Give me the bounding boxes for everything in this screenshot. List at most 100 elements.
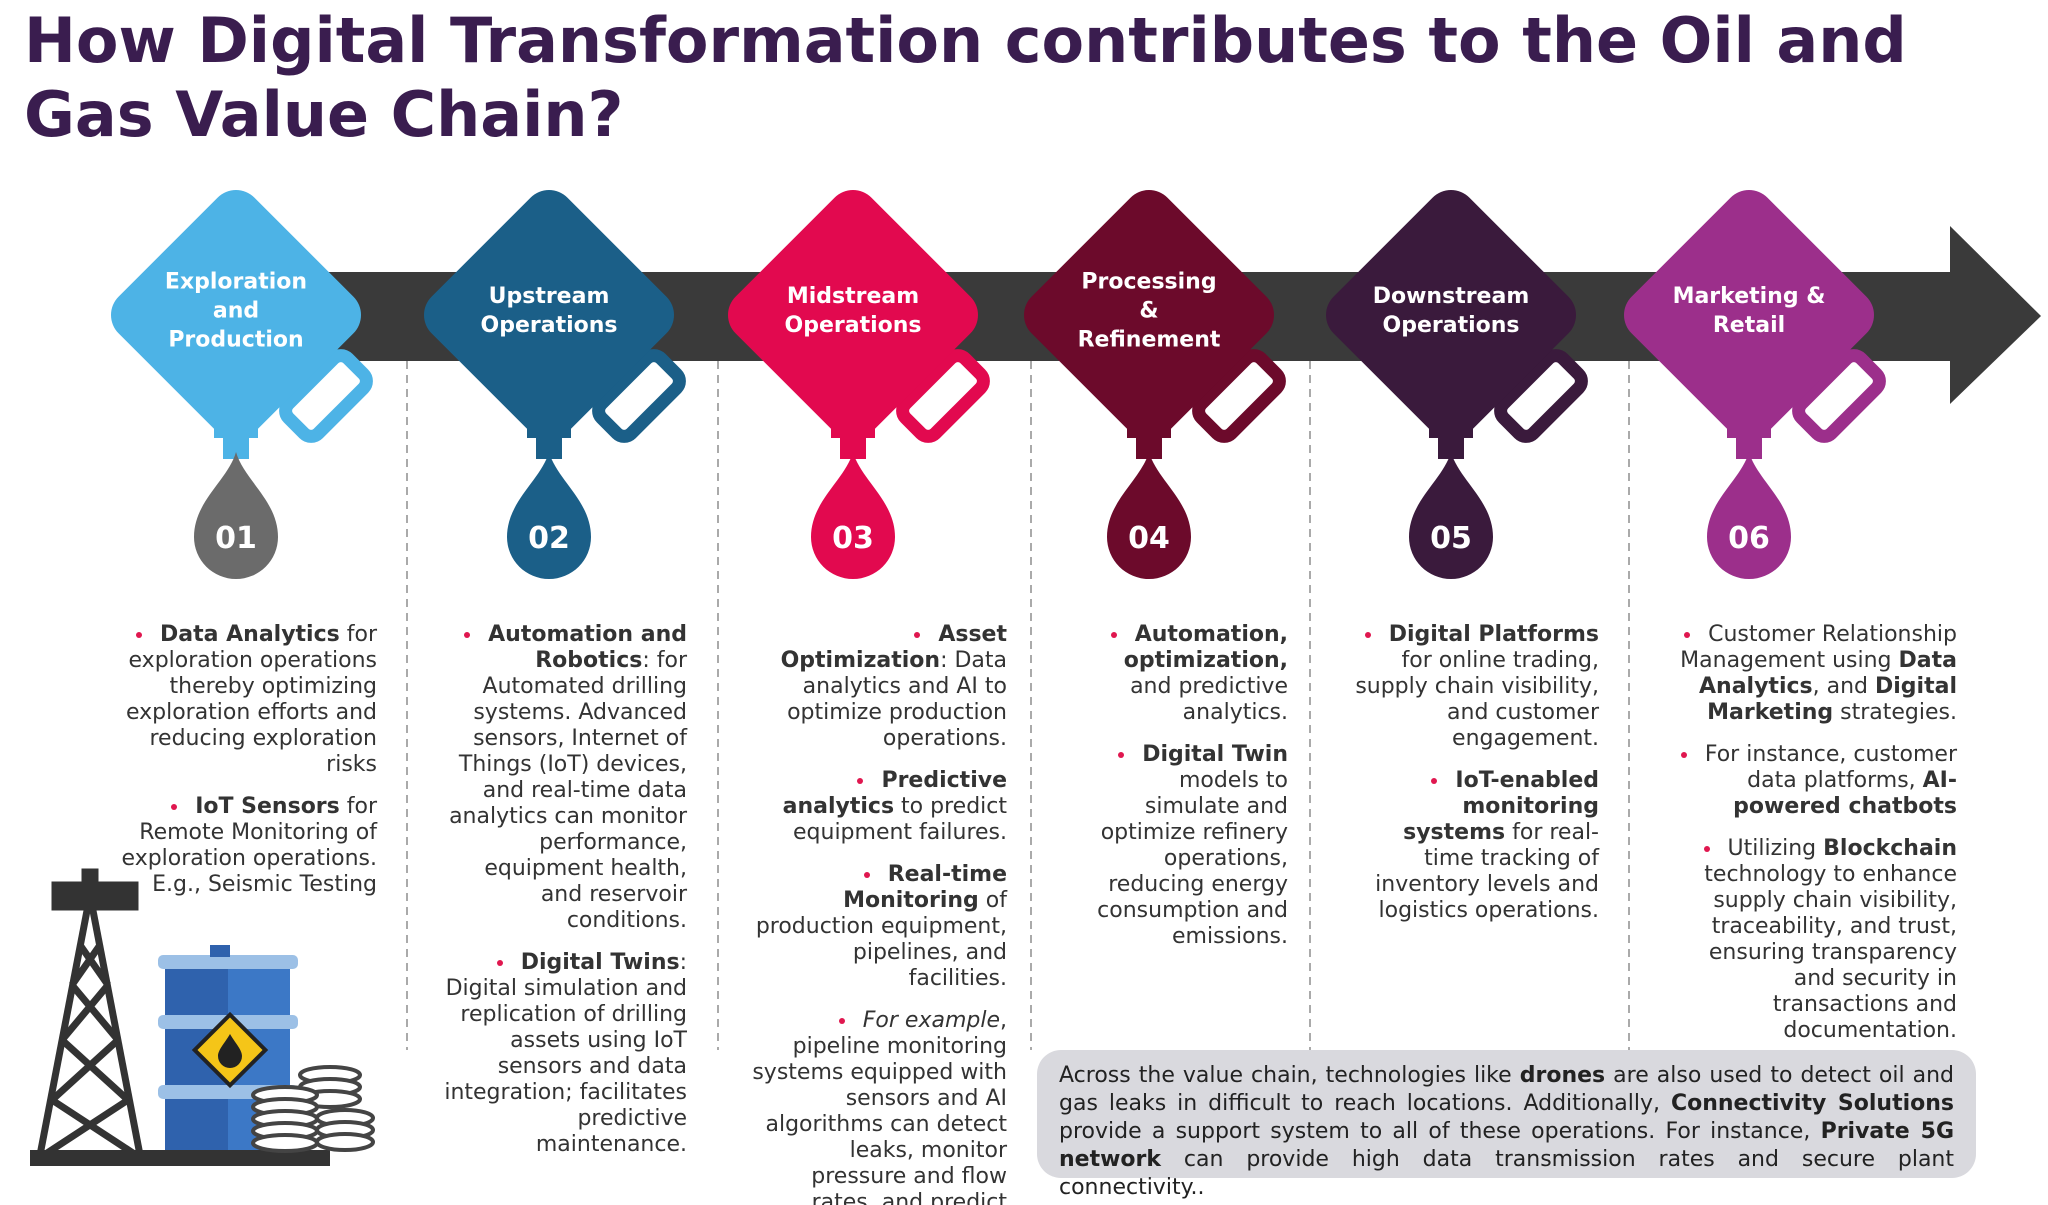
text-run: : Digital simulation and replication of … [444,950,687,1157]
canister-body [1024,190,1274,440]
text-run: of production equipment, pipelines, and … [755,888,1007,991]
coins [251,1065,375,1153]
text-run: AI-powered chatbots [1733,768,1957,819]
bullet-item: Digital Platforms for online trading, su… [1355,622,1599,752]
text-run: Digital Marketing [1707,674,1957,725]
title: How Digital Transformation contributes t… [24,4,1907,151]
bullet-item: Digital Twins: Digital simulation and re… [440,950,687,1158]
text-run: Blockchain [1823,836,1957,861]
text-run: Data Analytics [160,622,340,647]
spout-neck [536,437,562,459]
text-run: models to simulate and optimize refinery… [1097,768,1288,949]
spout-neck [1736,437,1762,459]
text-run: For instance, customer data platforms, [1704,742,1957,793]
bullet-dot [914,632,921,638]
stage-label: Midstream Operations [784,284,922,338]
stage-label: Upstream Operations [480,284,618,338]
canister-body [1326,190,1576,440]
text-run: to predict equipment failures. [793,794,1007,845]
canister-handle [1192,349,1286,443]
text-run: Utilizing [1727,836,1824,861]
canister-handle [1494,349,1588,443]
text-run: Data Analytics [1699,648,1957,699]
text-run: Predictive analytics [782,768,1007,819]
drop [1409,452,1493,579]
bullet-dot [1110,632,1117,638]
drop [507,452,591,579]
text-run: Customer Relationship Management using [1680,622,1957,673]
text-run: can provide high data transmission rates… [1059,1147,1954,1200]
bullet-item: Automation, optimization, and predictive… [1080,622,1288,726]
bullet-dot [496,960,503,966]
bullet-dot [464,632,471,638]
stage-label: Marketing & Retail [1672,284,1826,338]
text-run: drones [1519,1063,1606,1088]
stage-number: 03 [832,521,874,556]
bullet-dot [1703,846,1710,852]
bullet-list: Asset Optimization: Data analytics and A… [752,622,1007,1205]
bullet-item: IoT-enabled monitoring systems for real-… [1355,768,1599,924]
bullet-item: IoT Sensors for Remote Monitoring of exp… [92,794,377,898]
bullet-list: Data Analytics for exploration operation… [92,622,377,914]
bullet-item: Real-time Monitoring of production equip… [752,862,1007,992]
canister-body [111,190,361,440]
bullet-dot [838,1018,845,1024]
text-run: are also used to detect oil and gas leak… [1059,1063,1954,1116]
stage-number: 01 [215,521,257,556]
bullet-dot [1684,632,1691,638]
canister-handle [896,349,990,443]
canister-handle [1792,349,1886,443]
text-run: Connectivity Solutions [1670,1091,1954,1116]
text-run: for Remote Monitoring of exploration ope… [121,794,377,897]
canister-handle [279,349,373,443]
text-run: Private 5G network [1059,1119,1954,1172]
text-run: Automation and Robotics [488,622,687,673]
stage-label: Exploration and Production [164,269,308,353]
stage-number: 06 [1728,521,1770,556]
text-run: Digital Platforms [1388,622,1599,647]
spout-neck [840,437,866,459]
drop [1107,452,1191,579]
arrow-head [1950,226,2041,404]
text-run: for exploration operations thereby optim… [125,622,377,777]
text-run: : Data analytics and AI to optimize prod… [787,648,1007,751]
bullet-item: For example, pipeline monitoring systems… [752,1008,1007,1205]
drop [811,452,895,579]
bullet-list: Customer Relationship Management using D… [1672,622,1957,1060]
stage-label: Processing & Refinement [1077,269,1221,353]
text-run: For example [862,1008,1000,1033]
text-run: and predictive analytics. [1130,674,1288,725]
canister-body [1624,190,1874,440]
bullet-dot [1431,778,1438,784]
bullet-item: Digital Twin models to simulate and opti… [1080,742,1288,950]
oil-rig [36,868,144,1158]
bullet-item: Automation and Robotics: for Automated d… [440,622,687,934]
footer-note: Across the value chain, technologies lik… [1037,1050,1976,1200]
text-run: , pipeline monitoring systems equipped w… [752,1008,1007,1205]
spout [1127,418,1171,438]
bullet-item: Customer Relationship Management using D… [1672,622,1957,726]
stage-label: Downstream Operations [1372,284,1530,338]
drop [1707,452,1791,579]
text-run: Automation, optimization, [1123,622,1288,673]
text-run: Digital Twins [520,950,680,975]
spout [214,418,258,438]
spout [527,418,571,438]
canister-body [424,190,674,440]
spout [831,418,875,438]
bullet-dot [171,804,178,810]
bullet-list: Automation, optimization, and predictive… [1080,622,1288,966]
spout-neck [223,437,249,459]
spout-neck [1438,437,1464,459]
text-run: technology to enhance supply chain visib… [1704,862,1957,1043]
bullet-dot [863,872,870,878]
bullet-dot [1680,752,1687,758]
text-run: Digital Twin [1142,742,1288,767]
bullet-dot [1364,632,1371,638]
text-run: Across the value chain, technologies lik… [1059,1063,1520,1088]
rig-base [30,1150,330,1166]
stage-number: 02 [528,521,570,556]
oil-barrel [158,945,298,1150]
bullet-item: Predictive analytics to predict equipmen… [752,768,1007,846]
bullet-list: Automation and Robotics: for Automated d… [440,622,687,1174]
